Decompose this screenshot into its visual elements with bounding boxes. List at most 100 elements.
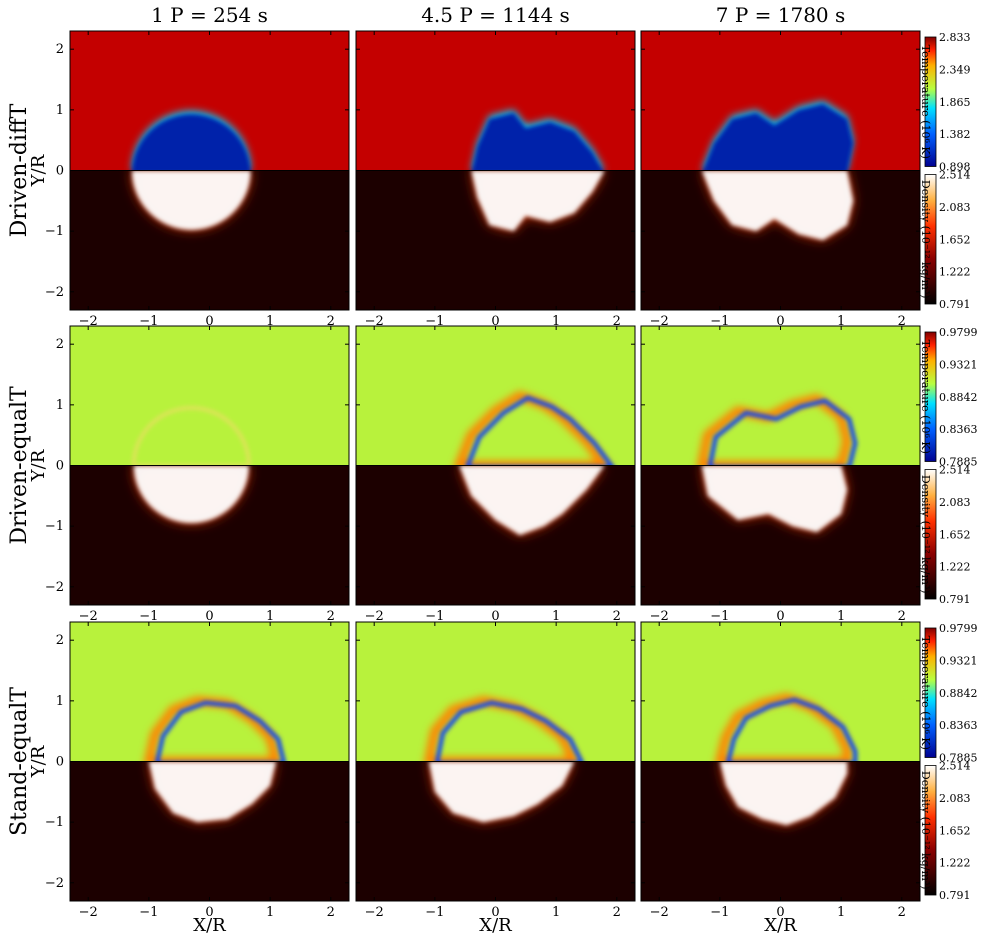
temperature-colorbar — [924, 36, 937, 167]
density-tick-label: 1.652 — [939, 824, 971, 837]
y-tick-label: 2 — [56, 633, 64, 648]
density-structure — [701, 170, 854, 241]
y-tick-label: 0 — [56, 755, 64, 770]
x-axis-label: X/R — [193, 915, 226, 935]
x-tick-label: 1 — [266, 905, 274, 920]
density-core — [459, 465, 605, 536]
density-core — [133, 465, 249, 524]
blob-cold-band — [708, 398, 858, 466]
panel-1-2 — [641, 326, 920, 605]
blob-edge — [697, 393, 852, 466]
blob-cold-band — [155, 700, 286, 762]
density-colorbar — [924, 469, 937, 600]
temperature-structure — [144, 696, 286, 762]
panel-2-0 — [70, 622, 349, 901]
x-tick-label: −2 — [365, 314, 384, 329]
x-tick-label: 0 — [776, 609, 784, 624]
x-tick-label: −1 — [425, 905, 444, 920]
temperature-tick-label: 2.833 — [939, 31, 971, 44]
column-title: 1 P = 254 s — [151, 3, 268, 27]
x-tick-label: −2 — [365, 905, 384, 920]
x-tick-label: 2 — [898, 314, 906, 329]
x-tick-label: −1 — [710, 609, 729, 624]
temperature-half — [356, 622, 635, 762]
x-tick-label: −2 — [650, 314, 669, 329]
y-tick-label: 2 — [56, 42, 64, 57]
y-tick-label: 1 — [56, 694, 64, 709]
blob-core — [471, 112, 603, 171]
y-tick-label: −2 — [45, 580, 64, 595]
temperature-tick-label: 0.9799 — [939, 622, 978, 635]
density-tick-label: 2.514 — [939, 464, 971, 477]
temperature-structure — [132, 406, 251, 466]
x-tick-label: −2 — [365, 609, 384, 624]
x-tick-label: 1 — [266, 314, 274, 329]
density-tick-label: 1.652 — [939, 233, 971, 246]
panel-1-1 — [356, 326, 635, 605]
temperature-tick-label: 2.349 — [939, 63, 971, 76]
density-core — [701, 170, 854, 241]
density-structure — [428, 761, 575, 823]
x-tick-label: 2 — [613, 609, 621, 624]
x-tick-label: 2 — [613, 314, 621, 329]
row-label: Driven-equalT — [7, 386, 32, 545]
x-tick-label: −1 — [139, 314, 158, 329]
panel-2-2 — [641, 622, 920, 901]
temperature-label: Temperature (10⁶ K) — [919, 340, 932, 454]
column-title: 4.5 P = 1144 s — [421, 3, 570, 27]
temperature-tick-label: 0.8842 — [939, 391, 978, 404]
temperature-colorbar — [924, 331, 937, 462]
x-tick-label: 2 — [613, 905, 621, 920]
panel-0-1 — [356, 31, 635, 310]
temperature-tick-label: 1.865 — [939, 96, 971, 109]
x-tick-label: 0 — [776, 314, 784, 329]
x-tick-label: 0 — [205, 314, 213, 329]
temperature-structure — [131, 111, 251, 171]
x-tick-label: −2 — [79, 609, 98, 624]
density-tick-label: 2.083 — [939, 496, 971, 509]
x-tick-label: −2 — [650, 609, 669, 624]
column-title: 7 P = 1780 s — [716, 3, 846, 27]
x-axis-label: X/R — [764, 915, 797, 935]
panel-2-1 — [356, 622, 635, 901]
x-tick-label: 1 — [552, 609, 560, 624]
density-core — [428, 761, 575, 823]
x-tick-label: 1 — [837, 609, 845, 624]
temperature-tick-label: 1.382 — [939, 128, 971, 141]
density-label: Density (10⁻¹² kg/m³) — [919, 475, 932, 594]
y-tick-label: 1 — [56, 103, 64, 118]
density-structure — [133, 465, 249, 524]
y-tick-label: −1 — [45, 519, 64, 534]
density-tick-label: 1.222 — [939, 266, 971, 279]
temperature-structure — [715, 693, 858, 762]
density-tick-label: 0.791 — [939, 889, 971, 902]
density-core — [148, 761, 277, 823]
x-tick-label: 1 — [266, 609, 274, 624]
density-structure — [719, 761, 848, 826]
temperature-structure — [454, 390, 614, 466]
density-tick-label: 1.222 — [939, 857, 971, 870]
y-axis-label: Y/R — [28, 449, 49, 482]
x-tick-label: 2 — [327, 609, 335, 624]
y-tick-label: −1 — [45, 224, 64, 239]
y-axis-label: Y/R — [28, 745, 49, 778]
x-tick-label: 2 — [327, 314, 335, 329]
density-structure — [459, 465, 605, 536]
density-structure — [471, 170, 605, 232]
x-tick-label: 2 — [327, 905, 335, 920]
x-tick-label: −1 — [139, 905, 158, 920]
temperature-tick-label: 0.8363 — [939, 719, 978, 732]
x-tick-label: −1 — [710, 905, 729, 920]
density-structure — [131, 170, 251, 230]
y-axis-label: Y/R — [28, 154, 49, 187]
temperature-tick-label: 0.7885 — [939, 456, 978, 469]
panel-0-2 — [641, 31, 920, 310]
blob-core — [702, 103, 854, 171]
density-colorbar — [924, 765, 937, 896]
y-tick-label: −2 — [45, 876, 64, 891]
panels-layer — [70, 31, 920, 901]
density-tick-label: 2.514 — [939, 760, 971, 773]
density-core — [131, 170, 251, 230]
y-tick-label: −2 — [45, 285, 64, 300]
